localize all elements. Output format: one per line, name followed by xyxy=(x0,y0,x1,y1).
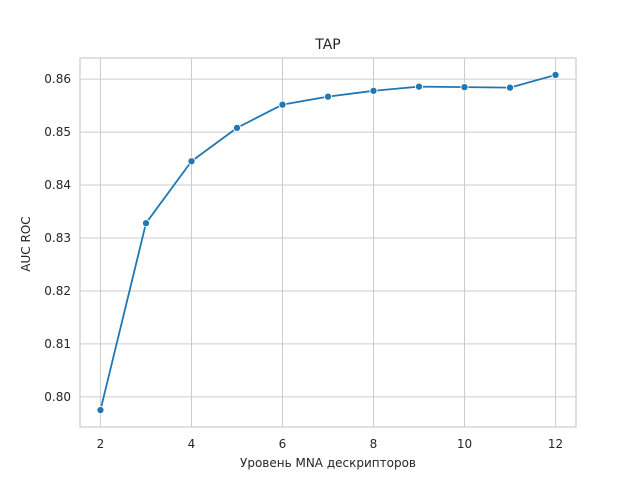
series-line xyxy=(99,74,556,411)
data-point xyxy=(551,70,560,79)
series-layer xyxy=(96,70,560,415)
data-point xyxy=(187,157,196,166)
chart-title: TAP xyxy=(314,37,340,53)
y-tick-label: 0.81 xyxy=(44,337,71,351)
y-tick-label: 0.80 xyxy=(44,390,71,404)
y-tick-label: 0.86 xyxy=(44,72,71,86)
y-tick-label: 0.82 xyxy=(44,284,71,298)
y-axis-label: AUC ROC xyxy=(19,216,33,271)
x-tick-label: 8 xyxy=(370,437,378,451)
y-tick-label: 0.83 xyxy=(44,231,71,245)
x-tick-label: 2 xyxy=(97,437,105,451)
data-point xyxy=(460,83,469,92)
plot-frame xyxy=(79,57,577,428)
x-axis-label: Уровень MNA дескрипторов xyxy=(240,456,416,470)
data-point xyxy=(232,123,242,132)
data-point xyxy=(369,86,378,95)
data-point xyxy=(278,100,287,109)
y-tick-label: 0.84 xyxy=(44,178,71,192)
data-point xyxy=(96,406,105,415)
x-tick-label: 4 xyxy=(188,437,196,451)
data-point xyxy=(414,82,424,91)
x-tick-label: 6 xyxy=(279,437,287,451)
data-point xyxy=(323,92,333,101)
data-point xyxy=(505,83,515,92)
x-tick-labels: 2 4 6 8 10 12 xyxy=(97,437,564,451)
y-tick-label: 0.85 xyxy=(44,125,71,139)
data-point xyxy=(141,219,151,228)
x-tick-label: 10 xyxy=(457,437,472,451)
y-tick-labels: 0.80 0.81 0.82 0.83 0.84 0.85 0.86 xyxy=(44,72,71,404)
grid-lines xyxy=(80,58,576,427)
x-tick-label: 12 xyxy=(548,437,563,451)
